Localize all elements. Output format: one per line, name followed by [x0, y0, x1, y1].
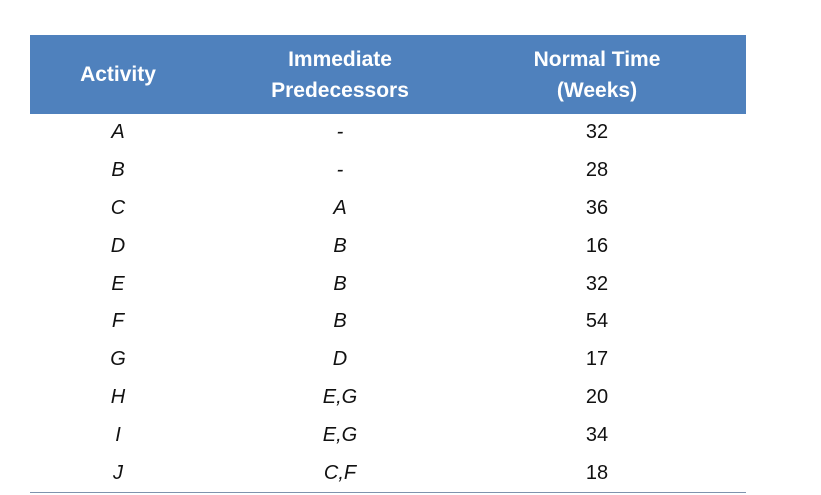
table-cell: H [110, 385, 126, 408]
header-text: (Weeks) [556, 78, 638, 102]
table-cell: 28 [585, 159, 609, 182]
table-cell: - [336, 159, 344, 182]
table-cell: 32 [585, 121, 609, 144]
table-header: Activity Immediate Predecessors Normal Time… [30, 35, 746, 114]
table-cell: 36 [585, 196, 609, 219]
table-cell: E,G [322, 423, 358, 446]
header-text: Immediate [288, 47, 392, 71]
table-cell: A [333, 196, 347, 219]
header-cell: Activity [30, 35, 206, 114]
table-cell: F [111, 310, 125, 333]
header-text: Normal Time [533, 47, 661, 71]
table-row: J C,F 18 [30, 454, 746, 493]
table-row: G D 17 [30, 341, 746, 379]
table-cell: B [333, 310, 347, 333]
table-row: E B 32 [30, 265, 746, 303]
header-text: Predecessors [271, 78, 409, 102]
activity-table: Activity Immediate Predecessors Normal Time… [30, 35, 746, 493]
table-row: B - 28 [30, 152, 746, 190]
table-cell: - [336, 121, 344, 144]
table-cell: A [111, 121, 125, 144]
header-text: Activity [80, 63, 156, 86]
table-cell: 18 [474, 454, 746, 493]
table-cell: 32 [585, 272, 609, 295]
table-cell: 16 [585, 234, 609, 257]
header-row: Activity Immediate Predecessors Normal Time… [30, 35, 746, 114]
header-cell: Normal Time (Weeks) [474, 35, 746, 114]
table-cell: C [110, 196, 126, 219]
table-cell: G [110, 348, 126, 371]
table-cell: 34 [585, 423, 609, 446]
table-body: A -32 B -28 C A 36 D B 16 E B 32 F B 54 G D 17 H E,G 20 I E,G 34… [30, 114, 746, 493]
table-cell: E,G [322, 385, 358, 408]
table-row: C A 36 [30, 190, 746, 228]
table-cell: E [111, 272, 125, 295]
table-cell: 17 [585, 348, 609, 371]
table-cell: D [110, 234, 126, 257]
table-cell: C,F [206, 454, 474, 493]
table-cell: I [115, 423, 121, 446]
table-row: H E,G 20 [30, 379, 746, 417]
table-cell: B [333, 234, 347, 257]
table-cell: D [332, 348, 348, 371]
table-row: F B 54 [30, 303, 746, 341]
table-cell: J [30, 454, 206, 493]
header-cell: Immediate Predecessors [206, 35, 474, 114]
table-cell: 54 [585, 310, 609, 333]
table-cell: B [333, 272, 347, 295]
table-cell: 20 [585, 385, 609, 408]
table-cell: B [111, 159, 125, 182]
table-row: D B 16 [30, 227, 746, 265]
table-row: I E,G 34 [30, 416, 746, 454]
table-row: A - 32 [30, 114, 746, 152]
